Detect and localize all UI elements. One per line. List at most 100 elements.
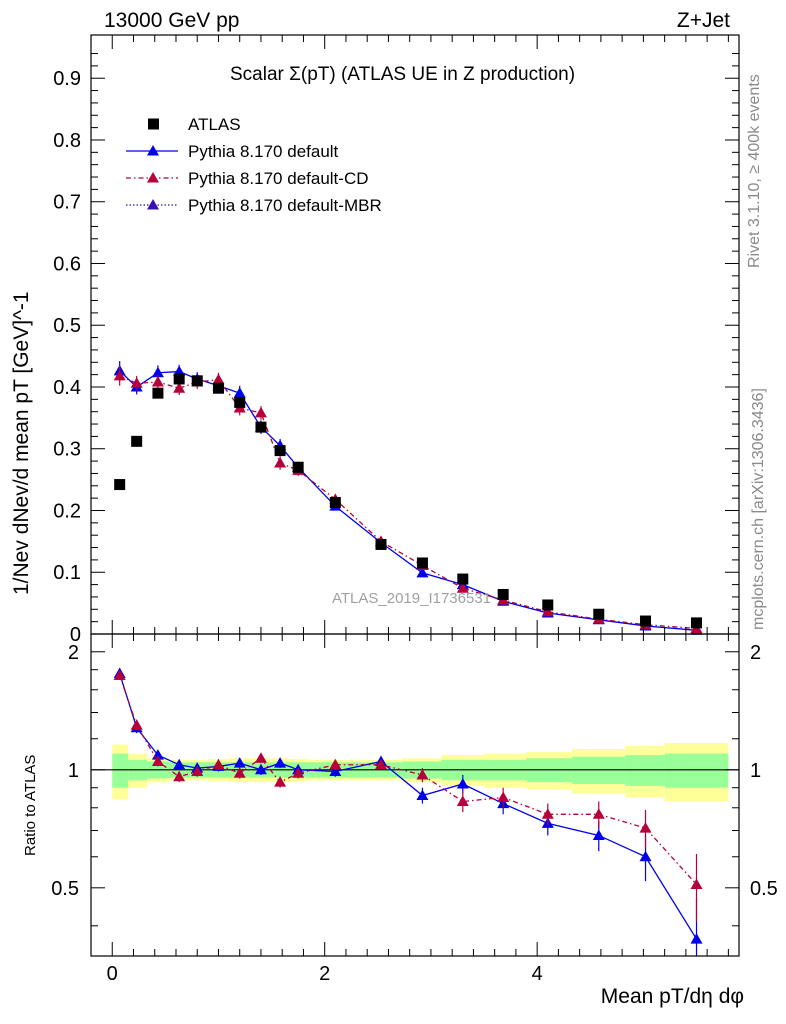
axis-ticks: 0 2 400.10.20.30.40.50.60.70.80.90.5 0.51 12… [51,35,778,985]
ratio-point [541,808,554,819]
analysis-watermark: ATLAS_2019_I1736531 [332,590,492,607]
ratio-y-tick-label: 2 [68,642,79,664]
ratio-point [690,933,703,944]
ratio-point [592,829,605,840]
ratio-point [173,770,186,782]
data-point [234,396,246,408]
data-point [212,382,224,394]
ratio-series-0 [113,667,703,956]
data-point [212,373,225,385]
ratio-point [233,757,246,768]
y-tick-label: 0.4 [53,377,81,399]
legend-entry: Pythia 8.170 default-MBR [126,196,382,215]
ratio-point [375,758,388,770]
data-point [292,461,304,473]
data-point [173,382,186,393]
y-tick-label: 0.6 [53,253,81,275]
rivet-version-label: Rivet 3.1.10, ≥ 400k events [746,74,763,268]
data-point [375,538,387,550]
ratio-point [274,776,287,787]
data-point [593,608,605,620]
ratio-point [254,763,267,775]
ratio-point [151,755,164,766]
legend-marker-triangle [147,145,159,156]
data-point [173,373,185,385]
legend-entry: ATLAS [148,115,241,134]
ratio-point [254,752,267,763]
data-point [274,445,286,457]
data-point [255,421,267,433]
x-tick-label: 2 [319,963,330,985]
panel-frames [90,34,740,957]
data-point [191,375,203,387]
process-label: Z+Jet [676,9,730,32]
data-point [151,366,164,378]
y-tick-label: 0.8 [53,130,81,152]
data-point [151,376,164,387]
ratio-point [212,758,225,770]
ratio-point [416,768,429,780]
ratio-point [639,850,652,862]
legend-marker-triangle [147,199,159,210]
ratio-point [639,822,652,833]
series-layer [113,361,703,956]
legend: ATLAS Pythia 8.170 default Pythia 8.170 de… [126,115,382,215]
data-point [254,406,267,418]
ratio-y-tick-label-right: 2 [750,642,761,664]
legend-label: Pythia 8.170 default-MBR [188,196,382,215]
y-tick-label: 0.3 [53,439,81,461]
data-point [114,479,126,491]
ratio-y-axis-title: Ratio to ATLAS [22,754,39,856]
legend-label: Pythia 8.170 default [188,142,339,161]
legend-entry: Pythia 8.170 default [126,142,339,161]
band-inner-bin [625,755,665,786]
legend-label: ATLAS [188,115,241,134]
data-point [542,599,554,611]
ratio-point [113,669,126,680]
mcplots-url-label: mcplots.cern.ch [arXiv:1306.3436] [750,388,767,630]
ratio-point [456,795,469,807]
y-tick-label: 0.5 [53,315,81,337]
y-tick-label: 0.9 [53,68,81,90]
data-point [416,557,428,569]
ratio-point [497,791,510,802]
data-point [152,387,164,399]
ratio-point [592,808,605,819]
data-point [131,435,143,447]
data-point [113,369,126,381]
ratio-y-tick-label: 0.5 [51,878,79,900]
data-point [456,582,469,593]
energy-label: 13000 GeV pp [104,9,240,32]
data-point [457,573,469,585]
ratio-point [130,719,143,730]
data-point [173,365,186,377]
x-tick-label: 4 [532,963,543,985]
data-point [274,456,287,468]
legend-marker-triangle [147,172,159,183]
ratio-point [173,758,186,770]
legend-entry: Pythia 8.170 default-CD [126,169,369,188]
ratio-point [274,757,287,768]
y-tick-label: 0.7 [53,192,81,214]
data-point [233,387,246,398]
ratio-point [456,777,469,789]
ratio-line [119,673,698,940]
ratio-y-tick-label-right: 0.5 [750,878,778,900]
ratio-point [292,767,305,778]
ratio-point [690,878,703,889]
ratio-y-tick-label: 1 [68,760,79,782]
ratio-point [416,789,429,800]
data-point [640,615,652,627]
data-point [541,605,554,617]
data-point [497,588,509,600]
legend-label: Pythia 8.170 default-CD [188,169,369,188]
plot-title: Scalar Σ(pT) (ATLAS UE in Z production) [230,64,576,85]
data-point [691,617,703,629]
data-point [329,496,341,508]
x-tick-label: 0 [107,963,118,985]
ratio-point [329,765,342,777]
ratio-point [329,758,342,770]
atlas-data [114,373,703,629]
ratio-frame [90,633,740,957]
band-inner-bin [664,753,729,788]
